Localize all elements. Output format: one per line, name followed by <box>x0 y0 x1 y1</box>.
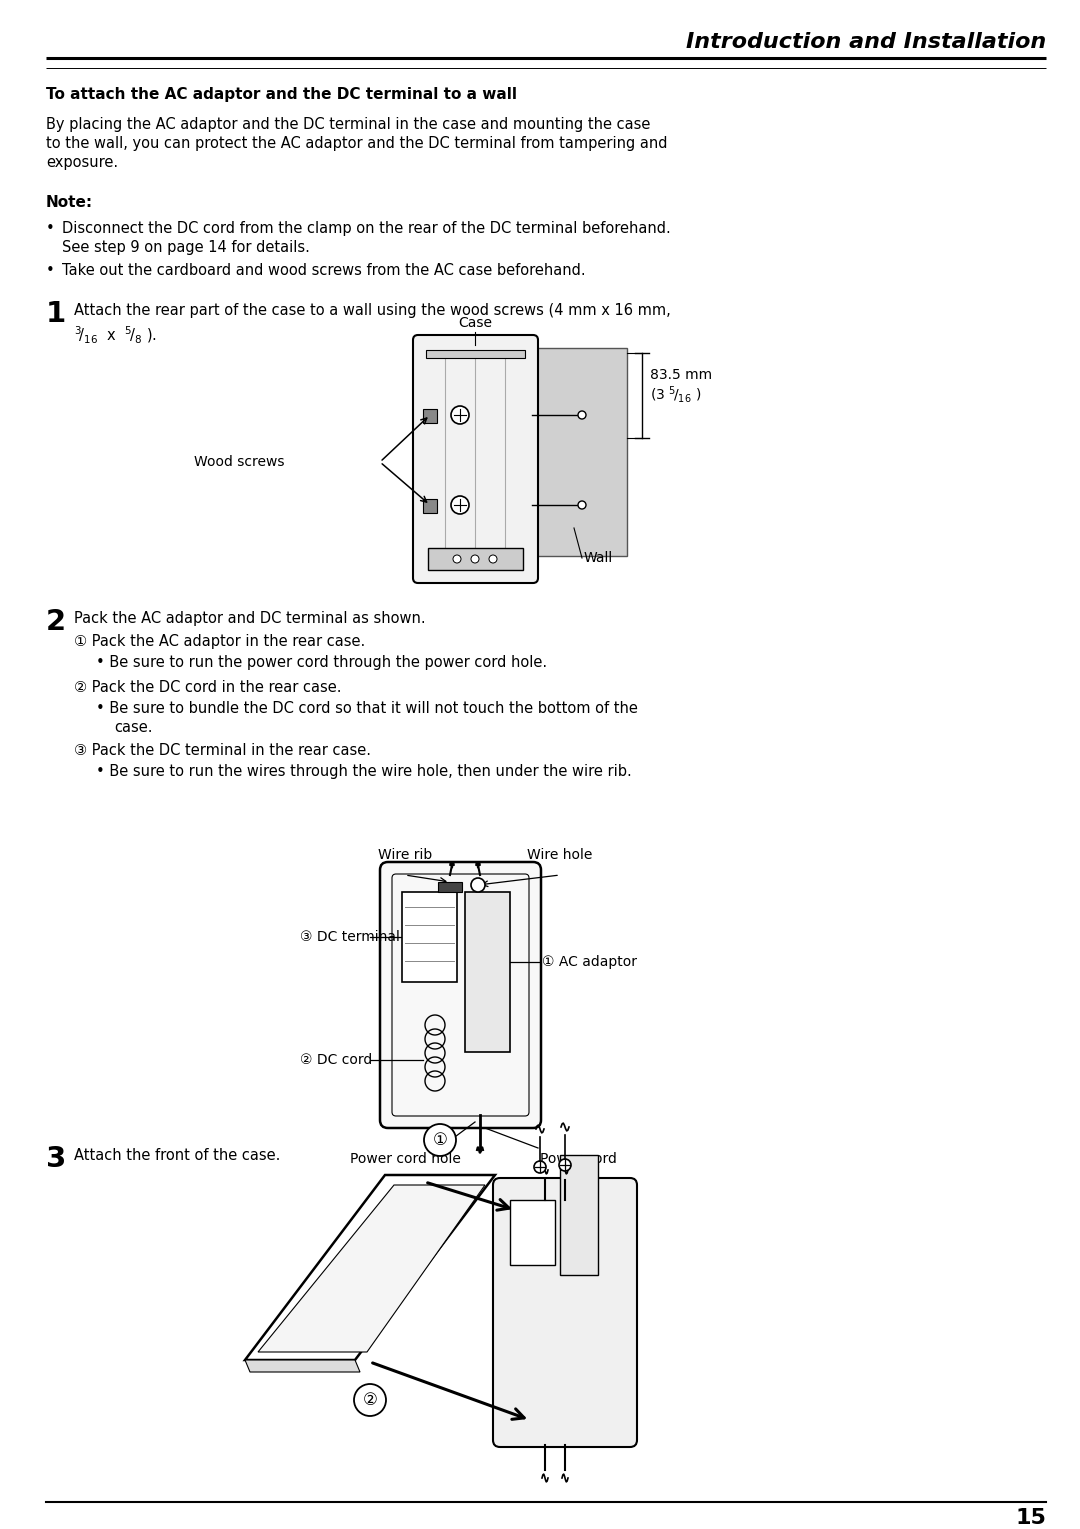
Text: ③ Pack the DC terminal in the rear case.: ③ Pack the DC terminal in the rear case. <box>75 743 372 758</box>
Text: Wire hole: Wire hole <box>527 849 593 862</box>
Text: 2: 2 <box>46 609 66 636</box>
Bar <box>438 882 462 891</box>
Bar <box>561 1154 598 1275</box>
Text: 1: 1 <box>46 300 66 329</box>
Text: Attach the rear part of the case to a wall using the wood screws (4 mm x 16 mm,: Attach the rear part of the case to a wa… <box>75 303 671 318</box>
Text: Take out the cardboard and wood screws from the AC case beforehand.: Take out the cardboard and wood screws f… <box>62 263 585 278</box>
Text: By placing the AC adaptor and the DC terminal in the case and mounting the case: By placing the AC adaptor and the DC ter… <box>46 118 650 131</box>
Circle shape <box>559 1159 571 1171</box>
Polygon shape <box>522 349 627 557</box>
Circle shape <box>424 1124 456 1156</box>
Circle shape <box>489 555 497 563</box>
Text: (3 $\mathsf{{}^5\!/_{16}}$ ): (3 $\mathsf{{}^5\!/_{16}}$ ) <box>650 384 701 405</box>
Bar <box>428 547 523 570</box>
Text: Power cord: Power cord <box>540 1151 617 1167</box>
Circle shape <box>471 878 485 891</box>
Circle shape <box>534 1161 546 1173</box>
Text: Wood screws: Wood screws <box>194 456 285 469</box>
Bar <box>402 891 457 982</box>
Bar <box>423 408 437 424</box>
Text: Disconnect the DC cord from the clamp on the rear of the DC terminal beforehand.: Disconnect the DC cord from the clamp on… <box>62 222 671 235</box>
Text: Case: Case <box>458 317 492 330</box>
Text: Power cord hole: Power cord hole <box>350 1151 460 1167</box>
Bar <box>510 1200 555 1264</box>
Text: To attach the AC adaptor and the DC terminal to a wall: To attach the AC adaptor and the DC term… <box>46 87 517 102</box>
Text: •: • <box>46 222 55 235</box>
FancyBboxPatch shape <box>413 335 538 583</box>
Circle shape <box>453 555 461 563</box>
Text: Introduction and Installation: Introduction and Installation <box>686 32 1047 52</box>
Bar <box>423 498 437 514</box>
Text: case.: case. <box>114 720 152 735</box>
Text: •: • <box>46 263 55 278</box>
Text: exposure.: exposure. <box>46 154 118 170</box>
Text: Note:: Note: <box>46 196 93 209</box>
Text: ② Pack the DC cord in the rear case.: ② Pack the DC cord in the rear case. <box>75 680 341 696</box>
Circle shape <box>451 495 469 514</box>
Text: Wire rib: Wire rib <box>378 849 432 862</box>
Polygon shape <box>245 1174 495 1359</box>
Text: Wall: Wall <box>584 550 613 566</box>
Text: Pack the AC adaptor and DC terminal as shown.: Pack the AC adaptor and DC terminal as s… <box>75 612 426 625</box>
Text: See step 9 on page 14 for details.: See step 9 on page 14 for details. <box>62 240 310 255</box>
Circle shape <box>471 555 480 563</box>
Text: ①: ① <box>433 1131 447 1148</box>
Text: Attach the front of the case.: Attach the front of the case. <box>75 1148 281 1164</box>
Text: ②: ② <box>363 1391 377 1410</box>
Circle shape <box>578 502 586 509</box>
FancyBboxPatch shape <box>492 1177 637 1446</box>
Text: • Be sure to run the power cord through the power cord hole.: • Be sure to run the power cord through … <box>96 654 548 670</box>
Text: ③ DC terminal: ③ DC terminal <box>300 930 400 943</box>
Text: to the wall, you can protect the AC adaptor and the DC terminal from tampering a: to the wall, you can protect the AC adap… <box>46 136 667 151</box>
Text: $\mathsf{{}^3\!/_{16}}$  x  $\mathsf{{}^5\!/_{8}}$ ).: $\mathsf{{}^3\!/_{16}}$ x $\mathsf{{}^5\… <box>75 326 157 346</box>
FancyBboxPatch shape <box>380 862 541 1128</box>
Text: 83.5 mm: 83.5 mm <box>650 368 712 382</box>
Text: ① Pack the AC adaptor in the rear case.: ① Pack the AC adaptor in the rear case. <box>75 635 365 648</box>
Text: • Be sure to run the wires through the wire hole, then under the wire rib.: • Be sure to run the wires through the w… <box>96 764 632 778</box>
Text: • Be sure to bundle the DC cord so that it will not touch the bottom of the: • Be sure to bundle the DC cord so that … <box>96 700 638 716</box>
Bar <box>465 891 510 1052</box>
Text: 3: 3 <box>46 1145 66 1173</box>
Text: ② DC cord: ② DC cord <box>300 1053 373 1067</box>
Circle shape <box>578 411 586 419</box>
Bar <box>426 350 525 358</box>
Text: 15: 15 <box>1015 1508 1047 1527</box>
Circle shape <box>354 1384 386 1416</box>
Text: ① AC adaptor: ① AC adaptor <box>542 956 637 969</box>
Circle shape <box>451 407 469 424</box>
Polygon shape <box>258 1185 485 1352</box>
Polygon shape <box>245 1359 360 1372</box>
